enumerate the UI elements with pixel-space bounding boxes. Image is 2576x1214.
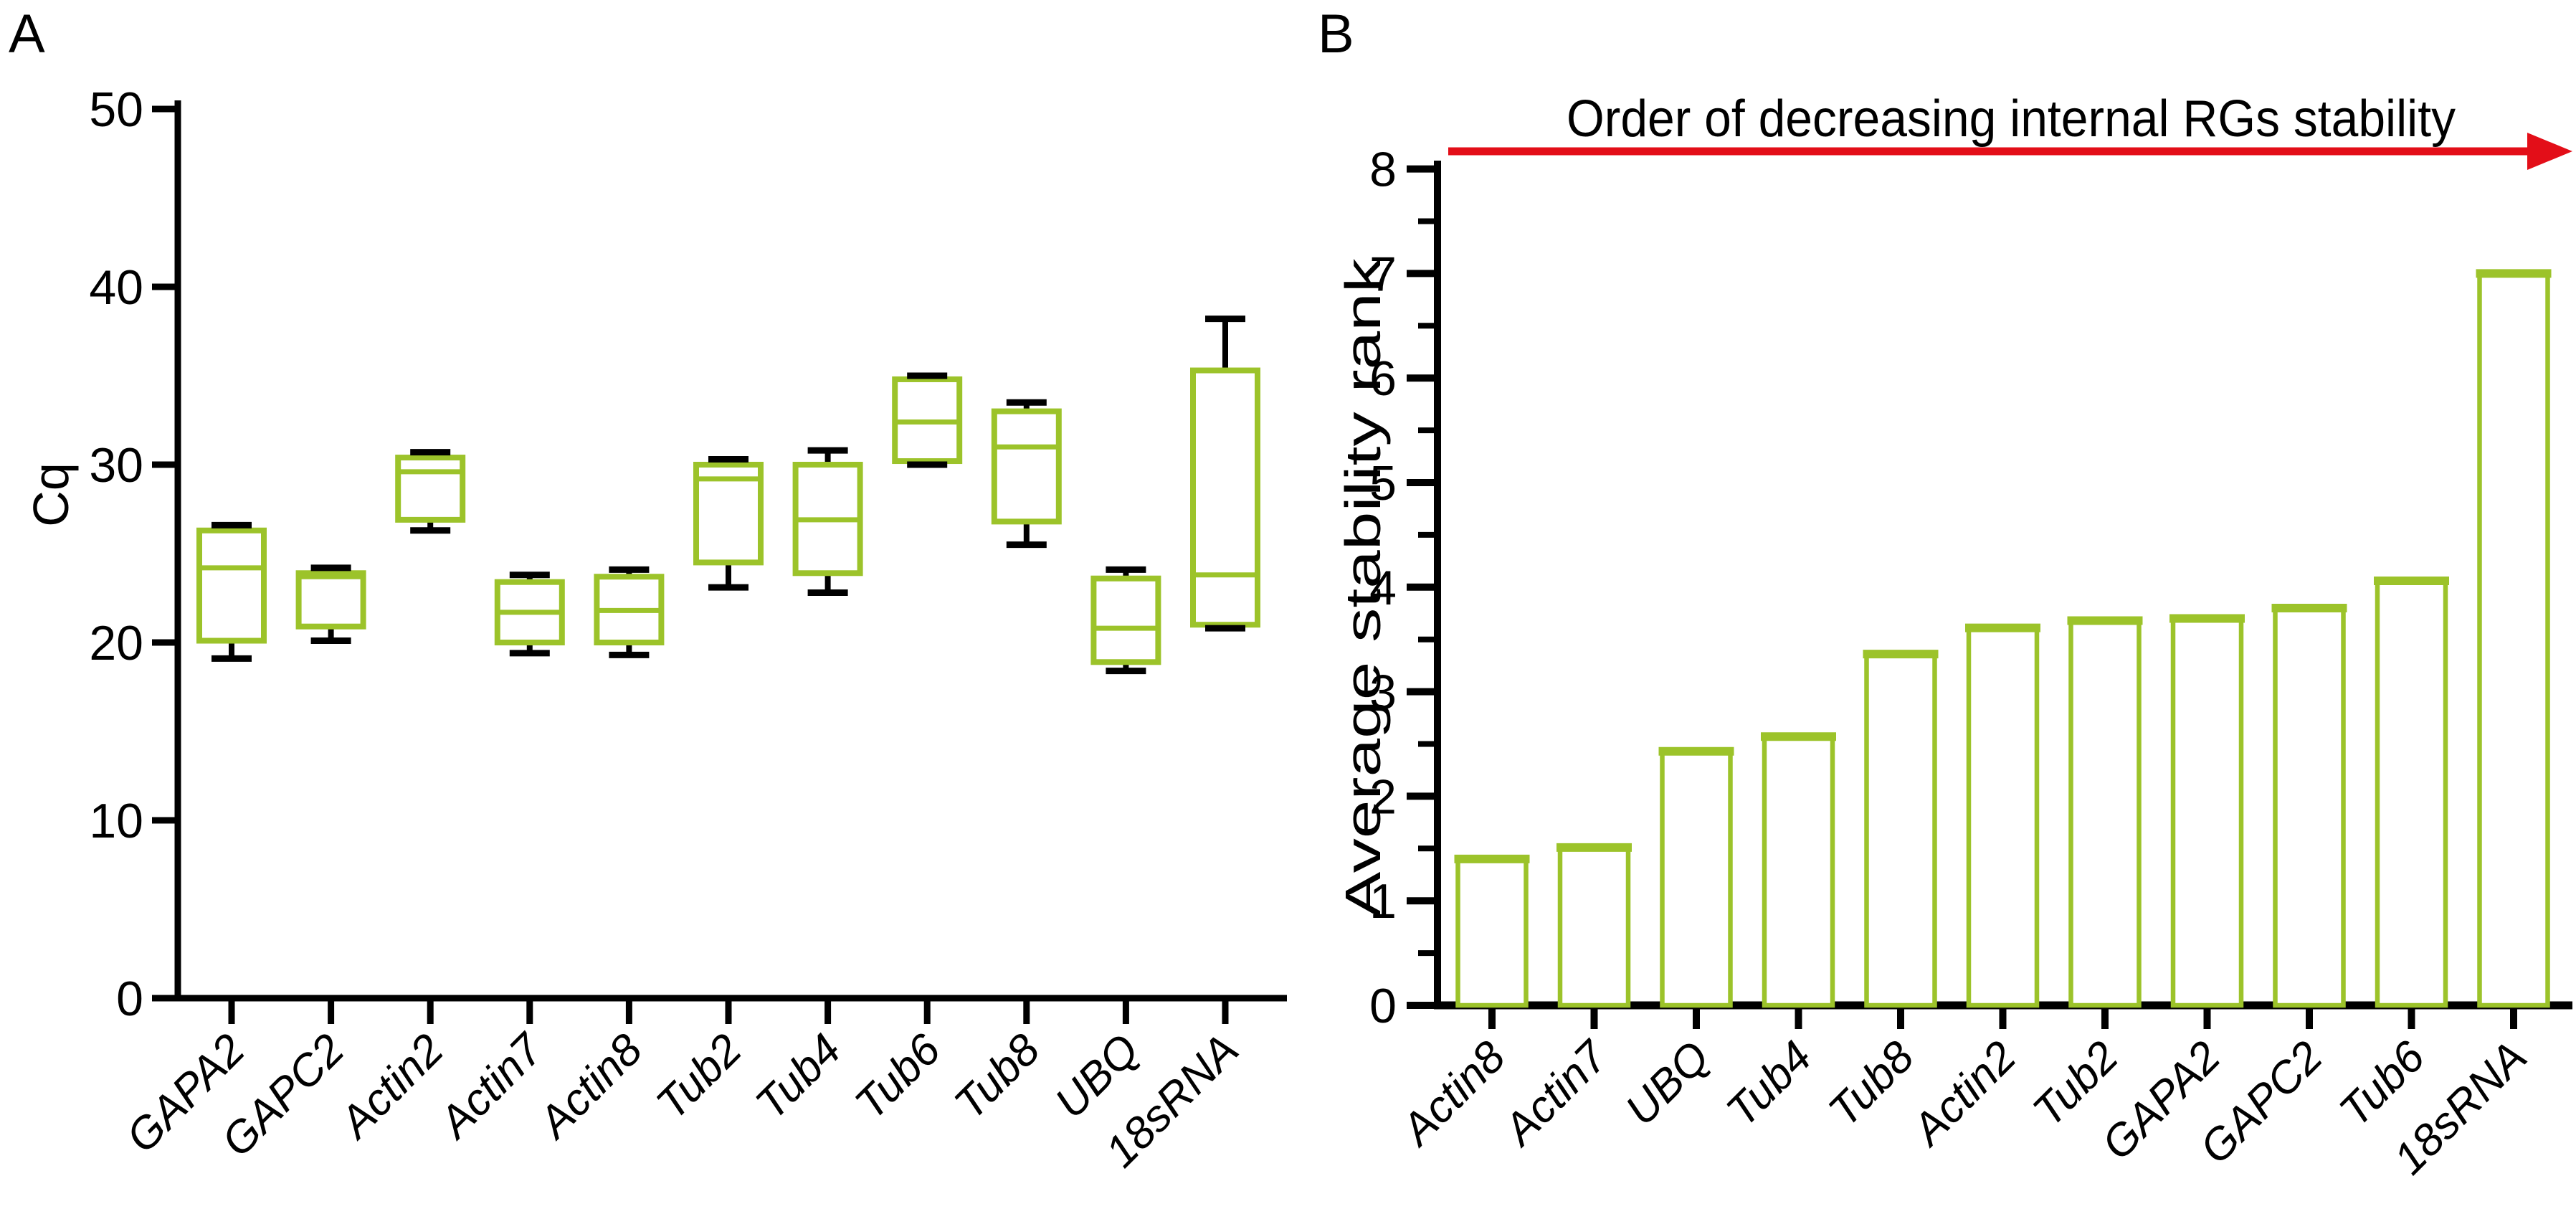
box-Tub2 [693,456,764,591]
bar-Actin8 [1454,854,1530,1008]
bar-rect [1864,651,1937,1008]
panel-b-y-tick-label: 2 [1369,769,1397,824]
bar-Tub4 [1761,732,1836,1008]
panel-b-category-label: UBQ [1616,1032,1719,1135]
bar-rect [2170,616,2244,1008]
panel-b-category-label: Tub4 [1717,1032,1821,1136]
bar-Actin2 [1965,623,2040,1008]
panel-b-y-tick-label: 5 [1369,456,1397,511]
panel-b-chart: Order of decreasing internal RGs stabili… [1335,90,2572,1184]
iqr-box [196,527,267,644]
box-Tub4 [792,447,863,597]
panel-b-title: Order of decreasing internal RGs stabili… [1567,90,2456,148]
bar-Tub8 [1863,650,1939,1008]
panel-b-category-label: Actin8 [1390,1032,1515,1157]
panel-b-y-tick-label: 3 [1369,665,1397,720]
panel-a-category-label: Tub8 [945,1025,1050,1129]
panel-b-letter: B [1318,4,1354,65]
bar-Tub2 [2067,616,2143,1008]
box-Actin2 [395,449,466,534]
bar-Tub6 [2374,577,2449,1008]
iqr-box [1190,367,1260,628]
iqr-box [991,408,1062,525]
bar-rect [2273,605,2346,1008]
box-GAPA2 [196,521,267,662]
bar-Actin7 [1556,843,1632,1008]
panel-a-y-tick-label: 20 [89,616,143,670]
bar-rect [1762,734,1835,1008]
bar-18sRNA [2476,269,2552,1008]
panel-b-category-label: Actin2 [1901,1032,2025,1156]
bar-rect [1557,845,1631,1008]
bar-rect [1455,856,1529,1008]
iqr-box [295,570,366,630]
panel-b-y-tick-label: 7 [1369,247,1397,301]
panel-a-y-tick-label: 40 [89,260,143,315]
bar-UBQ [1658,746,1734,1008]
panel-a-letter: A [9,4,45,65]
bar-rect [2375,578,2448,1008]
panel-a-y-tick-label: 0 [116,972,143,1026]
panel-b-y-axis-title: Average stability rank [1335,257,1391,918]
panel-a-y-tick-label: 50 [89,82,143,137]
iqr-box [1090,575,1161,665]
box-Actin8 [594,566,665,658]
panel-b-y-tick-label: 0 [1369,979,1397,1033]
panel-a-y-tick-label: 30 [89,438,143,493]
panel-a-category-label: Actin2 [329,1025,453,1149]
bar-rect [1966,625,2040,1008]
panel-a-category-label: Tub2 [647,1025,751,1129]
box-UBQ [1090,566,1161,675]
box-Tub6 [892,372,963,468]
panel-a-category-label: Actin7 [428,1023,553,1149]
panel-b-y-tick-label: 4 [1369,561,1397,615]
iqr-box [395,455,466,523]
box-Tub8 [991,399,1062,549]
panel-b-y-tick-label: 1 [1369,874,1397,929]
bar-rect [1660,749,1733,1008]
panel-b-y-tick-label: 8 [1369,143,1397,197]
arrow-head-icon [2527,133,2572,170]
box-18sRNA [1190,316,1260,632]
panel-a-category-label: Tub4 [746,1025,850,1129]
box-Actin7 [494,572,565,657]
panel-a-category-label: Actin8 [528,1025,652,1149]
panel-a-y-axis-title: Cq [23,463,79,526]
panel-b-y-tick-label: 6 [1369,351,1397,406]
bar-rect [2477,271,2550,1008]
panel-a-chart: Cq 01020304050GAPA2GAPC2Actin2Actin7Acti… [23,82,1287,1177]
stability-order-arrow [1448,133,2572,170]
bar-GAPA2 [2169,614,2245,1008]
bar-rect [2068,618,2142,1008]
box-GAPC2 [295,564,366,645]
panel-b-category-label: Actin7 [1493,1030,1618,1156]
bar-GAPC2 [2271,603,2347,1008]
panel-a-category-label: Tub6 [846,1025,951,1129]
panel-a-y-tick-label: 10 [89,794,143,848]
